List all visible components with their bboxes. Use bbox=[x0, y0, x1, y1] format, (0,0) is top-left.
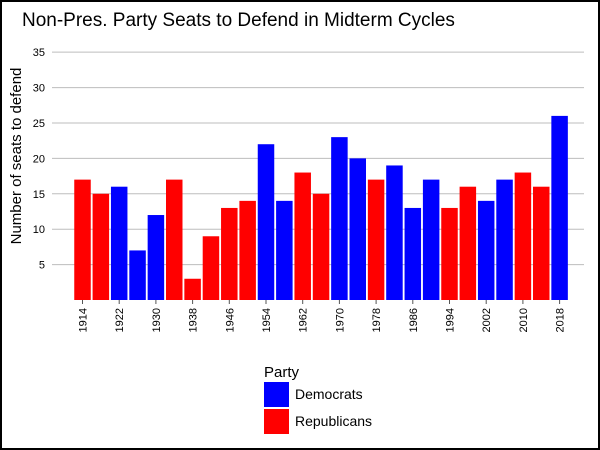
y-tick-label: 15 bbox=[33, 189, 45, 201]
bar-1970 bbox=[331, 137, 348, 300]
bar-1990 bbox=[422, 179, 440, 300]
bar-1934 bbox=[166, 179, 183, 300]
bar-1982 bbox=[386, 165, 403, 300]
bar-1930 bbox=[147, 215, 165, 300]
chart-title: Non-Pres. Party Seats to Defend in Midte… bbox=[22, 10, 455, 31]
bar-2014 bbox=[533, 186, 550, 300]
y-tick-label: 25 bbox=[33, 118, 45, 130]
bars bbox=[74, 115, 568, 300]
bar-1942 bbox=[202, 236, 220, 300]
bar-2018 bbox=[551, 115, 568, 300]
x-tick-label: 1954 bbox=[261, 308, 273, 332]
bar-1958 bbox=[276, 200, 293, 300]
bar-1998 bbox=[459, 186, 477, 300]
x-tick-label: 2018 bbox=[555, 308, 567, 332]
bar-1918 bbox=[92, 193, 110, 300]
bar-1938 bbox=[184, 278, 201, 300]
bar-1926 bbox=[129, 250, 146, 300]
y-axis-ticks: 5 10 15 20 25 30 35 bbox=[33, 47, 45, 271]
x-tick-label: 2010 bbox=[518, 308, 530, 332]
bar-1914 bbox=[74, 179, 91, 300]
y-axis-label: Number of seats to defend bbox=[8, 68, 25, 245]
legend-label-democrats: Democrats bbox=[295, 386, 363, 402]
bar-1986 bbox=[404, 207, 422, 300]
bar-2010 bbox=[514, 172, 532, 300]
bar-1950 bbox=[239, 200, 256, 300]
bar-2002 bbox=[477, 200, 495, 300]
bar-1946 bbox=[221, 207, 238, 300]
x-tick-label: 1922 bbox=[114, 308, 126, 332]
x-tick-label: 1994 bbox=[445, 308, 457, 332]
bar-2006 bbox=[496, 179, 513, 300]
x-axis-ticks: 1914 1922 1930 1938 1946 1954 1962 1970 1978 1986… bbox=[78, 300, 567, 332]
x-tick-label: 1978 bbox=[371, 308, 383, 332]
x-tick-label: 2002 bbox=[481, 308, 493, 332]
x-tick-label: 1946 bbox=[224, 308, 236, 332]
y-tick-label: 35 bbox=[33, 47, 45, 59]
x-tick-label: 1914 bbox=[78, 308, 90, 332]
legend-swatch-democrats bbox=[264, 382, 289, 407]
bar-1922 bbox=[110, 186, 128, 300]
legend-label-republicans: Republicans bbox=[295, 413, 372, 429]
y-tick-label: 30 bbox=[33, 83, 45, 95]
x-tick-label: 1962 bbox=[298, 308, 310, 332]
bar-1962 bbox=[294, 172, 311, 300]
legend: Party Democrats Republicans bbox=[264, 364, 372, 434]
y-tick-label: 10 bbox=[33, 224, 45, 236]
bar-1978 bbox=[367, 179, 385, 300]
y-tick-label: 20 bbox=[33, 153, 45, 165]
x-tick-label: 1938 bbox=[188, 308, 200, 332]
x-tick-label: 1970 bbox=[334, 308, 346, 332]
bar-1974 bbox=[349, 158, 366, 300]
bar-1954 bbox=[257, 144, 275, 300]
legend-swatch-republicans bbox=[264, 409, 289, 434]
y-tick-label: 5 bbox=[39, 260, 45, 272]
bar-1966 bbox=[312, 193, 330, 300]
legend-title: Party bbox=[264, 364, 300, 381]
x-tick-label: 1930 bbox=[151, 308, 163, 332]
bar-1994 bbox=[441, 207, 458, 300]
x-tick-label: 1986 bbox=[408, 308, 420, 332]
